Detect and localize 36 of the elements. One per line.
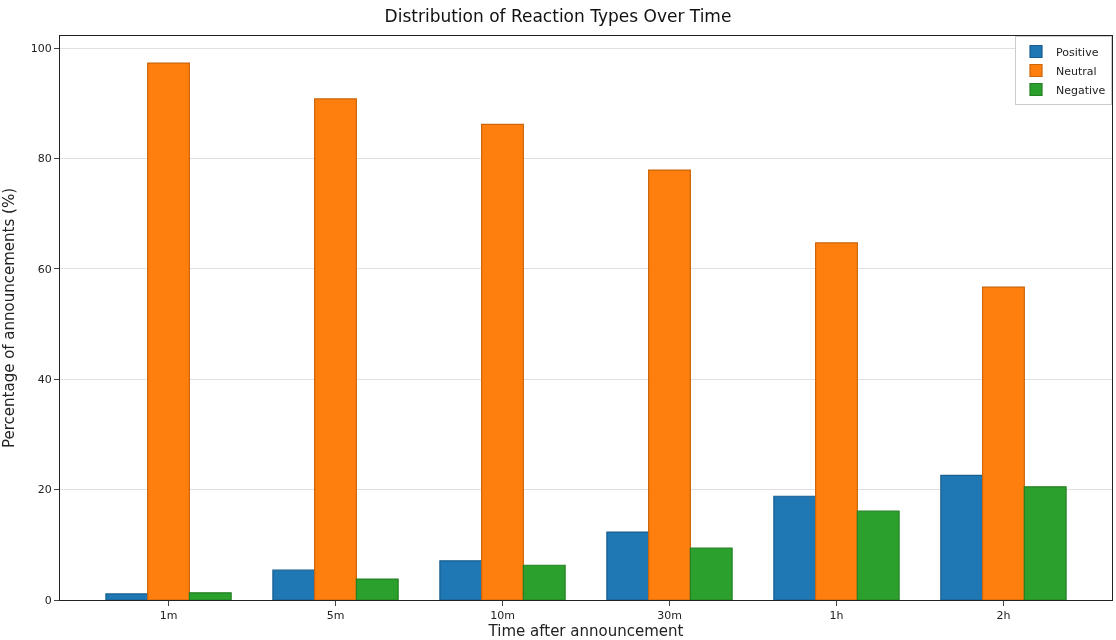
legend-label: Negative [1056,83,1106,97]
chart-title: Distribution of Reaction Types Over Time [384,5,732,26]
y-tick-label: 80 [37,152,52,166]
x-tick-label: 30m [657,609,682,623]
bar [439,560,483,600]
bar [481,123,524,600]
y-tick-label: 100 [30,41,52,55]
bar [188,592,232,600]
bar [355,578,399,600]
y-tick-label: 0 [44,593,52,607]
bar [314,98,357,600]
legend-label: Positive [1056,45,1099,59]
y-tick-label: 60 [37,262,52,276]
bar [648,169,691,600]
y-tick-label: 20 [37,483,52,497]
x-tick-label: 10m [490,609,515,623]
legend-label: Neutral [1056,64,1097,78]
y-axis-title: Percentage of announcements (%) [0,187,18,449]
bar [940,474,984,600]
bar [815,242,858,600]
x-tick-label: 1h [829,609,844,623]
bar [272,569,316,600]
x-tick-label: 5m [326,609,345,623]
bar [606,531,650,600]
bar [856,510,900,600]
bar [147,62,191,600]
x-tick-label: 2h [996,609,1011,623]
bar [522,564,566,600]
x-axis-title: Time after announcement [487,622,684,640]
bar [773,495,817,600]
x-tick-label: 1m [159,609,178,623]
bar [105,593,149,600]
y-tick-label: 40 [37,373,52,387]
bar [1023,486,1067,600]
bar [981,286,1025,600]
bar [689,547,733,600]
